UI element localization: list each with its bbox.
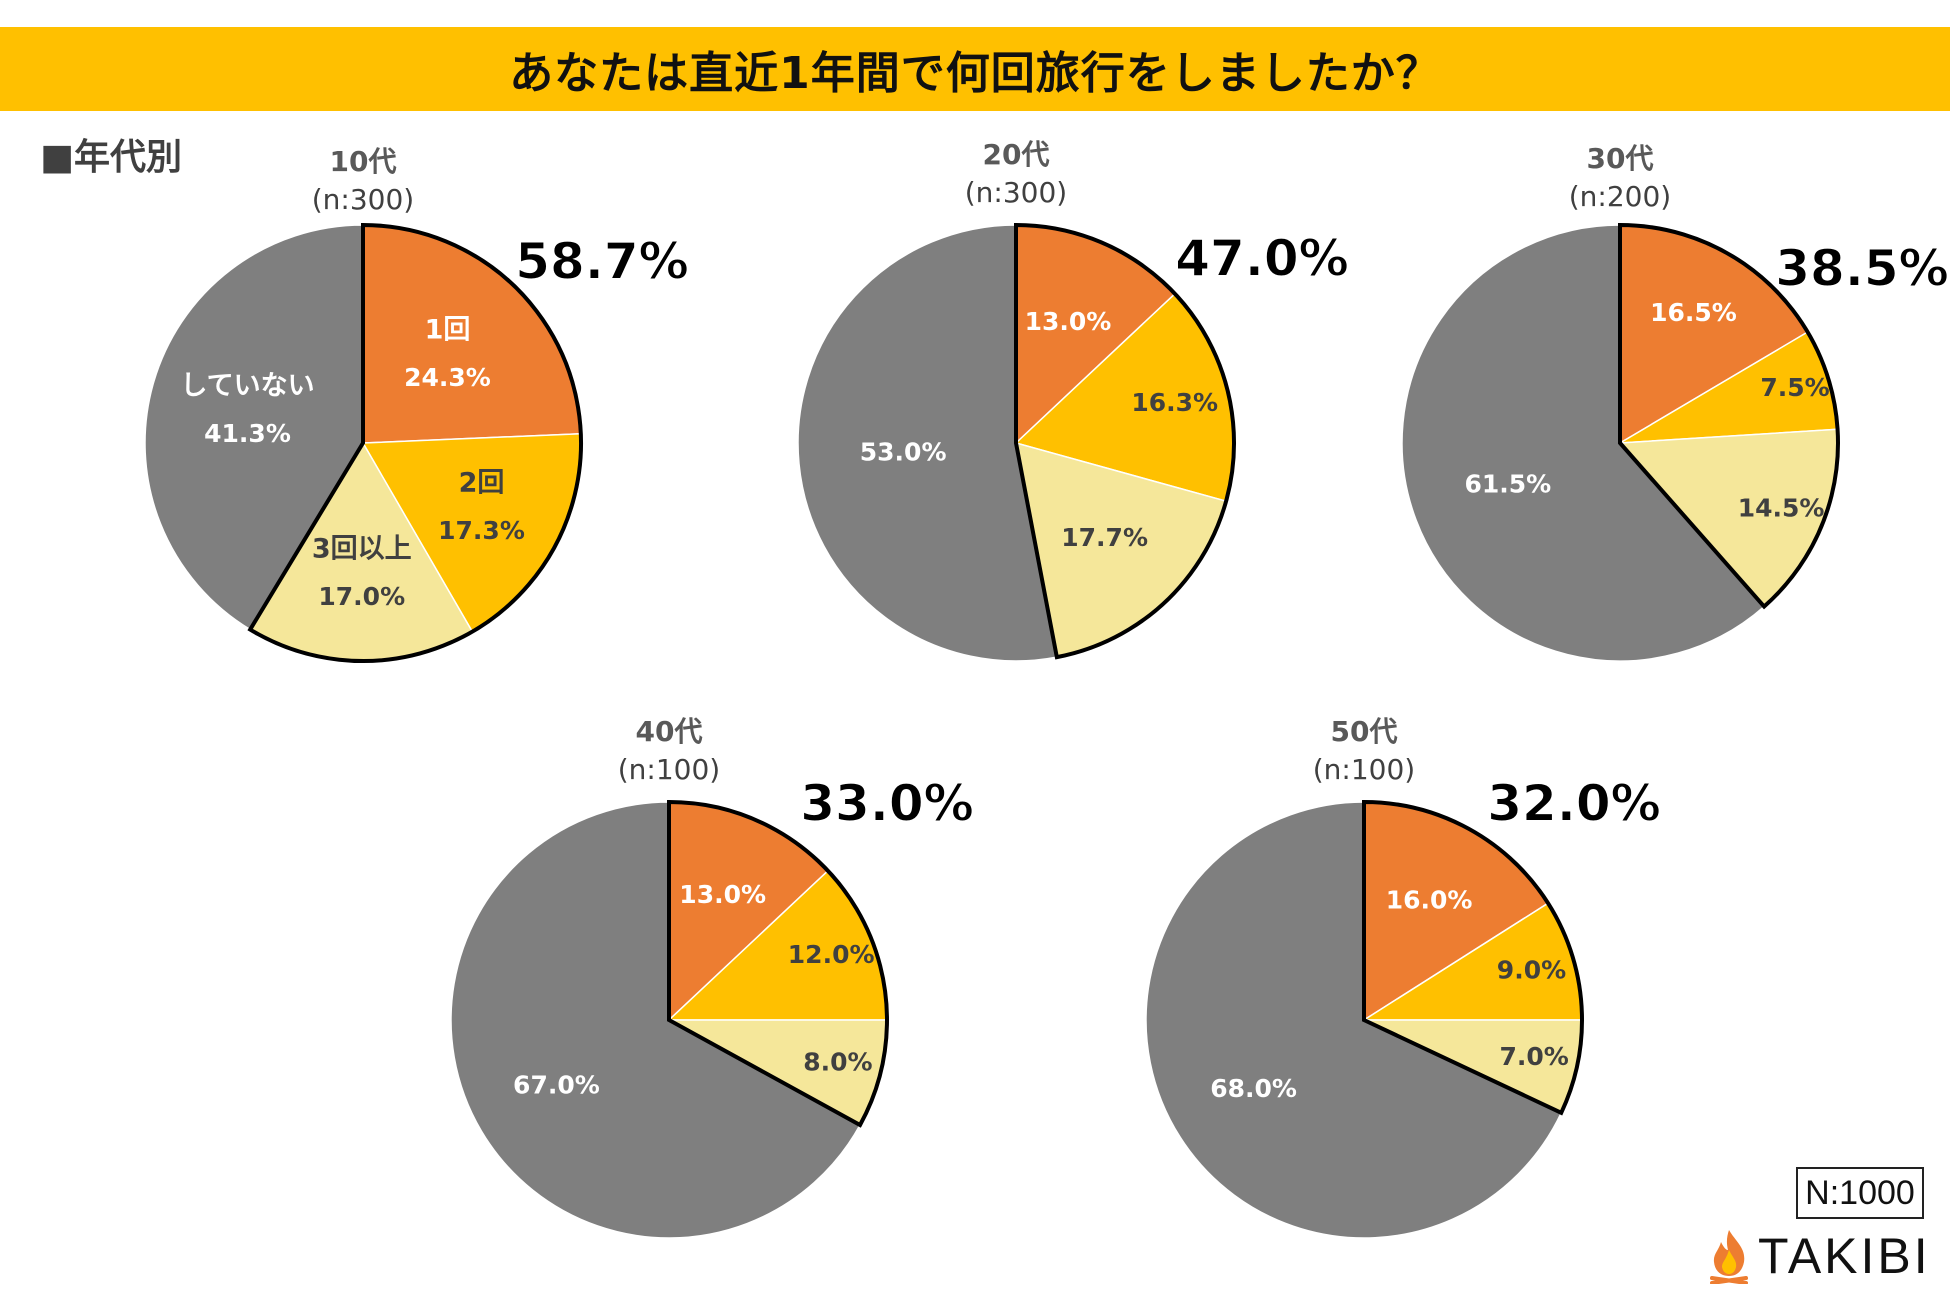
- slice-value-label: 41.3%: [204, 419, 291, 448]
- slice-value-label: 17.0%: [318, 582, 405, 611]
- chart-title: 50代: [1331, 715, 1398, 748]
- brand-name: TAKIBI: [1758, 1228, 1931, 1284]
- pie-chart-30代: 30代 (n:200) 16.5% 7.5% 14.5% 61.5% 38.5%: [1401, 142, 1949, 662]
- slice-value-label: 12.0%: [788, 940, 875, 969]
- traveled-outline: [1362, 799, 1584, 1116]
- slice-name: 1回: [425, 314, 471, 345]
- slice-value-label: 17.3%: [438, 516, 525, 545]
- pie-slice-none: [1401, 224, 1766, 662]
- pie-slice-none: [797, 224, 1058, 662]
- chart-subtitle: (n:100): [618, 753, 720, 786]
- slice-value-label: 16.3%: [1131, 388, 1218, 417]
- chart-title: 10代: [330, 145, 397, 178]
- slice-name: 2回: [459, 467, 505, 498]
- slice-value-label: 14.5%: [1738, 494, 1825, 523]
- chart-title: 20代: [983, 138, 1050, 171]
- highlight-total: 58.7%: [515, 233, 688, 291]
- chart-subtitle: (n:100): [1313, 753, 1415, 786]
- slice-value-label: 13.0%: [679, 880, 766, 909]
- traveled-outline: [1014, 222, 1236, 660]
- highlight-total: 47.0%: [1175, 230, 1348, 288]
- slice-value-label: 53.0%: [860, 438, 947, 467]
- traveled-outline: [667, 799, 889, 1128]
- slice-value-label: 68.0%: [1210, 1074, 1297, 1103]
- brand-logo: TAKIBI: [1706, 1228, 1931, 1284]
- page-title: あなたは直近1年間で何回旅行をしましたか？: [509, 48, 1441, 99]
- slice-name: 3回以上: [312, 533, 412, 564]
- slice-value-label: 16.5%: [1650, 298, 1737, 327]
- slice-value-label: 9.0%: [1497, 955, 1566, 984]
- slice-value-label: 7.5%: [1760, 373, 1829, 402]
- chart-title: 40代: [636, 715, 703, 748]
- slice-value-label: 17.7%: [1061, 523, 1148, 552]
- pie-slice-none: [450, 801, 862, 1239]
- pie-chart-40代: 40代 (n:100) 13.0% 12.0% 8.0% 67.0% 33.0%: [450, 715, 974, 1239]
- campfire-icon: [1710, 1230, 1748, 1284]
- pie-chart-50代: 50代 (n:100) 16.0% 9.0% 7.0% 68.0% 32.0%: [1145, 715, 1661, 1239]
- chart-subtitle: (n:200): [1569, 180, 1671, 213]
- slice-value-label: 16.0%: [1386, 886, 1473, 915]
- pie-slice-none: [1145, 801, 1563, 1239]
- slice-name: していない: [180, 370, 314, 401]
- slice-value-label: 8.0%: [803, 1047, 872, 1076]
- pie-chart-20代: 20代 (n:300) 13.0% 16.3% 17.7% 53.0% 47.0%: [797, 138, 1349, 662]
- traveled-outline: [1618, 222, 1840, 610]
- chart-title: 30代: [1587, 142, 1654, 175]
- slice-value-label: 7.0%: [1500, 1042, 1569, 1071]
- total-n-text: N:1000: [1805, 1173, 1915, 1212]
- traveled-outline: [247, 222, 583, 663]
- section-label: ■年代別: [40, 137, 183, 178]
- highlight-total: 38.5%: [1775, 240, 1948, 298]
- total-n-badge: N:1000: [1796, 1167, 1924, 1219]
- pie-chart-10代: 10代 (n:300) 1回 24.3% 2回 17.3% 3回以上 17.0% していない 41…: [144, 145, 689, 663]
- highlight-total: 33.0%: [800, 775, 973, 833]
- chart-subtitle: (n:300): [965, 176, 1067, 209]
- title-bar: あなたは直近1年間で何回旅行をしましたか？: [0, 27, 1950, 111]
- slice-value-label: 24.3%: [404, 363, 491, 392]
- slice-value-label: 13.0%: [1025, 307, 1112, 336]
- pie-slice-none: [144, 224, 364, 631]
- chart-subtitle: (n:300): [312, 183, 414, 216]
- slice-value-label: 61.5%: [1464, 469, 1551, 498]
- slice-value-label: 67.0%: [513, 1071, 600, 1100]
- highlight-total: 32.0%: [1487, 775, 1660, 833]
